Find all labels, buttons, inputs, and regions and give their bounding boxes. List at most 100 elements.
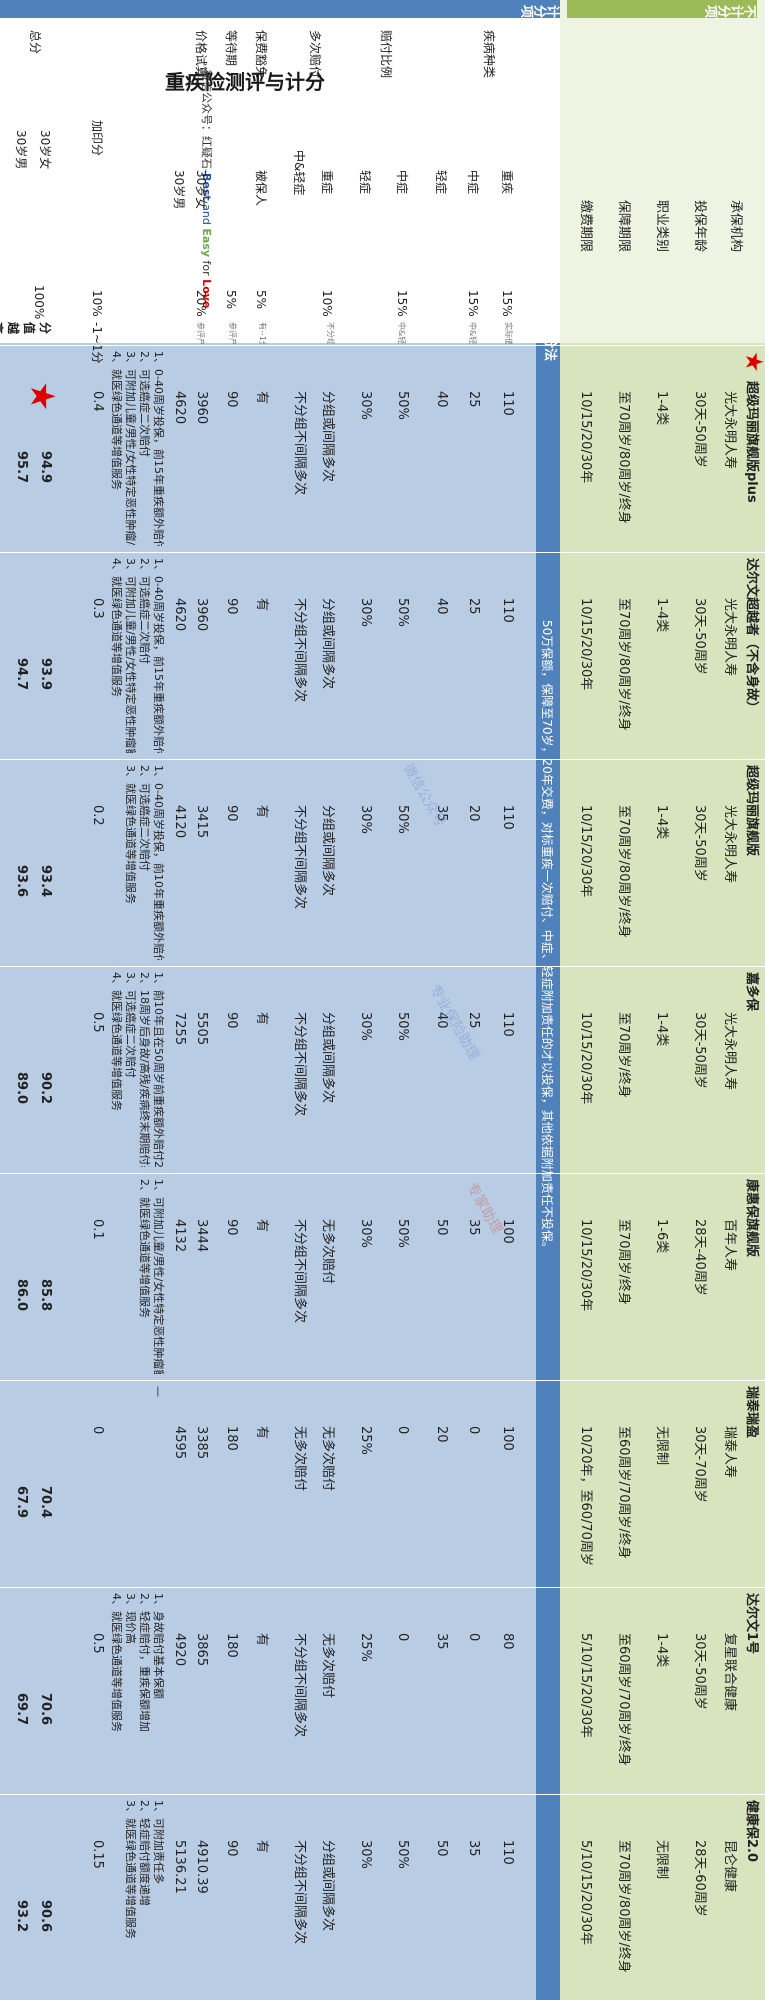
product-extra: 4、就医绿色通道等增值服务 (110, 558, 123, 697)
criteria-bonus-weight: 10% (90, 290, 104, 317)
product-price-f: 3385 (194, 1426, 209, 1460)
product-medium: 0 (466, 1426, 481, 1435)
product-name: 瑞泰瑞盈 (744, 1386, 759, 1439)
product-price-m: 4132 (172, 1219, 187, 1253)
product-insurer: 光大永明人寿 (722, 805, 737, 884)
product-light: 40 (434, 391, 449, 408)
product-multi-critical: 无多次赔付 (320, 1426, 335, 1492)
criteria-price-female: 30岁女 (194, 170, 208, 210)
product-multi-medlight: 不分组不间隔多次 (292, 598, 307, 703)
product-multi-medlight: 不分组不间隔多次 (292, 1840, 307, 1945)
product-term: 至70周岁/80周岁/终身 (616, 805, 631, 938)
product-extra: 3、可附加儿童/男性/女性特定恶性肿瘤/心血管疾病额外赔付 (124, 351, 137, 546)
product-bonus: 0.3 (90, 598, 105, 619)
criteria-waiver-weight: 5% (254, 290, 268, 310)
product-score-female: 90.6 (38, 1900, 53, 1933)
product-extra: 1、前10年且在50周岁前重疾额外赔付20%基本保额 (152, 972, 165, 1167)
product-insurer: 昆仑健康 (722, 1840, 737, 1893)
basic-label-age: 投保年龄 (692, 200, 707, 253)
product-age: 28天-40周岁 (692, 1219, 707, 1296)
product-score-female: 70.6 (38, 1693, 53, 1726)
product-age: 30天-50周岁 (692, 1012, 707, 1089)
criteria-critical-label: 重疾 (500, 170, 514, 195)
product-price-f: 3444 (194, 1219, 209, 1253)
product-price-f: 3865 (194, 1633, 209, 1667)
product-waiting: 180 (224, 1633, 239, 1658)
product-extra: 1、可附加儿童/男性/女性特定恶性肿瘤额外赔付 (152, 1179, 165, 1374)
product-waiting: 90 (224, 805, 239, 822)
criteria-ratio-light-label: 轻症 (358, 170, 372, 195)
product-job: 1-4类 (654, 391, 669, 426)
product-score-male: 93.6 (14, 865, 29, 898)
page-title: 重疾险测评与计分 (165, 70, 325, 94)
product-age: 30天-50周岁 (692, 391, 707, 468)
product-extra: 1、0-40周岁投保，前15年重疾额外赔付35%基本保额 (152, 351, 165, 546)
product-ratio-light: 30% (358, 1219, 373, 1248)
basic-labels-panel (560, 0, 765, 343)
criteria-multi-critical-label: 重症 (320, 170, 334, 195)
product-insurer: 光大永明人寿 (722, 598, 737, 677)
product-ratio-light: 30% (358, 598, 373, 627)
product-score-female: 93.4 (38, 865, 53, 898)
product-medium: 35 (466, 1840, 481, 1857)
product-ratio-light: 30% (358, 805, 373, 834)
criteria-price-male: 30岁男 (172, 170, 186, 210)
basic-label-term: 保障期限 (616, 200, 631, 253)
basic-label-insurer: 承保机构 (728, 200, 743, 253)
product-name: 超级玛丽旗舰版 (744, 765, 759, 857)
product-medium: 0 (466, 1633, 481, 1642)
product-age: 30天-50周岁 (692, 598, 707, 675)
criteria-ratio-weight: 15% (395, 290, 409, 317)
product-multi-medlight: 不分组不间隔多次 (292, 805, 307, 910)
product-waiver: 有 (254, 1426, 269, 1440)
product-pay: 10/15/20/30年 (578, 598, 593, 691)
product-extra: 2、轻症赔付，重疾保额增加 (138, 1593, 151, 1732)
criteria-price-weight: 20% (194, 290, 208, 317)
product-insurer: 复星联合健康 (722, 1633, 737, 1712)
product-light: 35 (434, 1633, 449, 1650)
criteria-multi-group: 多次赔付 (308, 30, 322, 79)
product-score-female: 94.9 (38, 451, 53, 484)
product-light: 20 (434, 1426, 449, 1443)
product-score-female: 93.9 (38, 658, 53, 691)
criteria-disease_group: 疾病种类 (482, 30, 496, 79)
product-bonus: 0.1 (90, 1219, 105, 1240)
product-critical: 100 (500, 1426, 515, 1451)
product-price-m: 4595 (172, 1426, 187, 1460)
product-pay: 10/20年，至60/70周岁 (578, 1426, 593, 1566)
product-price-m: 4620 (172, 391, 187, 425)
product-score-female: 85.8 (38, 1279, 53, 1312)
product-critical: 110 (500, 598, 515, 623)
product-ratio-medium: 50% (395, 1012, 410, 1041)
product-name: 嘉多保 (744, 972, 759, 1012)
product-job: 无限制 (654, 1426, 669, 1466)
criteria-total-weight: 100% (32, 285, 46, 320)
product-critical: 110 (500, 1840, 515, 1865)
criteria-multi-weight: 10% (320, 290, 334, 317)
product-price-m: 7255 (172, 1012, 187, 1046)
product-waiting: 90 (224, 1840, 239, 1857)
product-job: 1-6类 (654, 1219, 669, 1254)
product-bonus: 0.5 (90, 1633, 105, 1654)
product-ratio-medium: 50% (395, 1840, 410, 1869)
star-icon: ★ (737, 351, 765, 373)
product-price-m: 5136.21 (172, 1840, 187, 1894)
product-term: 至70周岁/80周岁/终身 (616, 391, 631, 524)
product-score-male: 93.2 (14, 1900, 29, 1933)
product-pay: 5/10/15/20/30年 (578, 1840, 593, 1945)
product-waiver: 有 (254, 391, 269, 405)
product-extra: 4、就医绿色通道等增值服务 (110, 351, 123, 490)
header-weight: 权重 (542, 292, 557, 319)
product-price-f: 3960 (194, 391, 209, 425)
product-extra: 2、可选癌症二次赔付 (138, 765, 151, 871)
product-name: 达尔文超越者（不含身故） (744, 558, 759, 715)
product-light: 50 (434, 1840, 449, 1857)
product-age: 30天-50周岁 (692, 1633, 707, 1710)
product-price-m: 4120 (172, 805, 187, 839)
criteria-ratio-medium-label: 中症 (395, 170, 409, 195)
criteria-medium-method: 中&轻症总数实际值/参评产品平均值 (468, 322, 477, 344)
product-light: 50 (434, 1219, 449, 1236)
product-medium: 35 (466, 1219, 481, 1236)
product-score-male: 94.7 (14, 658, 29, 691)
product-extra: 2、18周岁后身故/高残/疾病终末期赔付基本保额 (138, 972, 151, 1167)
